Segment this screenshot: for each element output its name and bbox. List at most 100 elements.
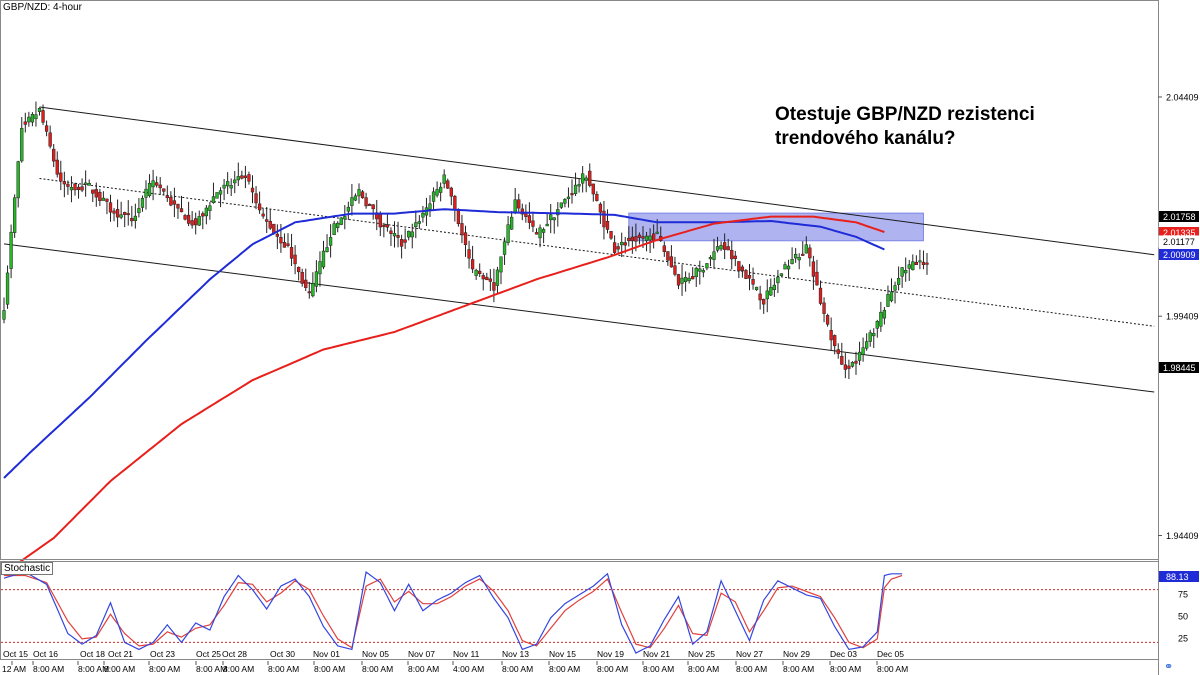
candle — [708, 255, 713, 267]
candle — [701, 268, 706, 278]
candle — [261, 208, 265, 219]
date-label: Oct 30 — [270, 649, 295, 659]
candle — [41, 104, 45, 126]
candle — [747, 263, 752, 291]
candle — [779, 273, 784, 277]
candle — [211, 182, 216, 204]
candle-body — [879, 311, 883, 327]
date-label: Nov 11 — [453, 649, 480, 659]
candle — [396, 221, 400, 248]
candle — [375, 199, 379, 231]
candle-body — [861, 347, 865, 355]
candle — [598, 202, 603, 224]
stochastic-axis: 75 50 25 88.13 — [1159, 571, 1199, 644]
candle — [534, 228, 539, 235]
candle-body — [488, 278, 493, 282]
candle-body — [541, 229, 546, 233]
candle-body — [481, 275, 485, 280]
candle — [328, 224, 333, 258]
candle — [549, 204, 553, 234]
candle-body — [417, 221, 422, 224]
time-label: 8:00 AM — [643, 664, 674, 674]
candle-body — [236, 176, 240, 181]
candle-body — [52, 148, 56, 162]
candle-body — [857, 351, 862, 361]
candle — [108, 194, 113, 222]
candle-body — [776, 276, 780, 284]
candle-body — [378, 213, 382, 228]
price-tag-label: 2.00909 — [1163, 250, 1196, 260]
candle-body — [197, 216, 201, 226]
candle — [797, 253, 801, 270]
candle-body — [119, 214, 123, 218]
candle — [286, 233, 290, 248]
candle-body — [435, 189, 439, 196]
price-tick-label: 2.04409 — [1166, 92, 1199, 102]
candle — [918, 249, 922, 270]
time-label: 8:00 AM — [362, 664, 393, 674]
candle — [861, 337, 865, 362]
candle-body — [559, 202, 564, 208]
candle — [481, 272, 485, 291]
candle-body — [662, 245, 666, 252]
candle — [833, 334, 837, 355]
candle-body — [293, 254, 297, 265]
candle — [541, 227, 546, 244]
candle — [726, 238, 730, 251]
price-tag: 1.98445 — [1159, 362, 1199, 373]
candle — [112, 207, 116, 222]
candle — [694, 266, 698, 287]
price-tag-label: 2.01177 — [1163, 237, 1195, 247]
link-icon[interactable]: ⚭ — [1164, 661, 1174, 673]
candle-body — [598, 203, 603, 213]
candle — [34, 101, 38, 127]
price-axis: 2.04409 1.99409 1.94409 2.01758 2.013352.011… — [1158, 92, 1200, 541]
candle — [101, 191, 106, 201]
chart-frame — [0, 0, 1159, 675]
candle — [829, 317, 833, 351]
candle-body — [84, 182, 88, 185]
candle — [424, 197, 429, 226]
candle-body — [918, 260, 922, 263]
candle — [772, 277, 777, 297]
candle — [236, 162, 240, 187]
candle — [790, 247, 794, 265]
candle — [463, 225, 468, 257]
candle-body — [701, 270, 706, 273]
candle — [37, 107, 42, 116]
candle-body — [485, 276, 489, 281]
time-label: 8:00 AM — [314, 664, 345, 674]
candle-body — [609, 231, 613, 239]
candle — [197, 210, 201, 227]
candle — [293, 245, 297, 275]
candle-body — [687, 277, 691, 282]
candle — [179, 195, 184, 213]
date-label: Nov 29 — [783, 649, 810, 659]
candle — [389, 227, 393, 247]
candle-body — [368, 203, 372, 206]
date-label: Oct 16 — [33, 649, 58, 659]
candle — [48, 125, 52, 149]
candle-body — [637, 234, 642, 238]
candle — [680, 264, 684, 296]
candle — [9, 224, 13, 279]
candle-body — [751, 279, 755, 285]
candle — [811, 255, 816, 290]
candle — [723, 233, 727, 260]
candle — [190, 211, 194, 229]
candle-body — [691, 276, 695, 280]
candle-body — [410, 231, 414, 238]
candle-body — [123, 211, 127, 215]
candle-body — [321, 250, 326, 268]
candle-body — [201, 213, 205, 217]
candle-body — [623, 242, 627, 246]
candle-body — [20, 128, 24, 162]
candle-body — [747, 275, 752, 279]
price-tag-label: 2.01758 — [1163, 212, 1196, 222]
candle-body — [769, 287, 773, 296]
candle-body — [868, 332, 872, 342]
stochastic-panel-border — [0, 561, 1159, 660]
date-label: Nov 15 — [549, 649, 576, 659]
candle-body — [428, 203, 432, 210]
candle — [733, 250, 737, 267]
